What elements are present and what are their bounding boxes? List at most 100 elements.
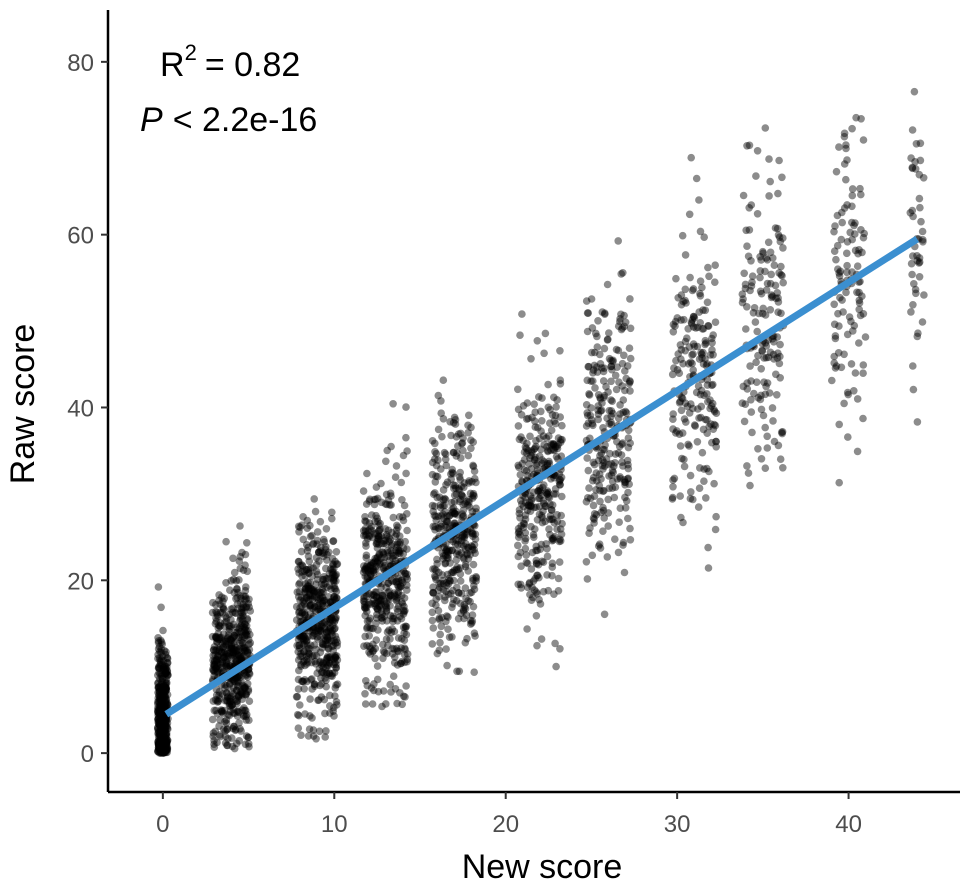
data-point xyxy=(757,391,765,400)
data-point xyxy=(375,526,384,535)
data-point xyxy=(428,599,437,608)
data-point xyxy=(537,635,546,643)
data-point xyxy=(763,444,772,452)
data-point xyxy=(371,602,380,610)
data-point xyxy=(385,534,393,542)
data-point xyxy=(774,308,782,317)
data-point xyxy=(439,486,448,494)
data-point xyxy=(450,413,459,422)
data-point xyxy=(162,668,170,677)
data-point xyxy=(323,633,332,641)
data-point xyxy=(739,382,748,391)
data-point xyxy=(451,510,459,518)
data-point xyxy=(382,604,391,612)
data-point xyxy=(303,641,312,650)
data-point xyxy=(394,574,403,583)
data-point xyxy=(543,460,552,468)
data-point xyxy=(228,645,236,653)
data-point xyxy=(219,605,228,613)
data-point xyxy=(588,419,597,428)
data-point xyxy=(617,325,626,334)
y-tick-label: 40 xyxy=(67,395,94,422)
data-point xyxy=(532,442,540,451)
data-point xyxy=(397,576,406,584)
data-point xyxy=(449,508,458,516)
data-point xyxy=(211,696,220,704)
data-point xyxy=(515,509,524,518)
data-point xyxy=(241,690,250,699)
data-point xyxy=(226,694,235,703)
data-point xyxy=(163,659,172,667)
data-point xyxy=(594,406,602,415)
data-point xyxy=(770,261,779,270)
data-point xyxy=(779,278,787,287)
data-point xyxy=(322,682,331,691)
data-point xyxy=(329,621,337,630)
data-point xyxy=(614,414,623,423)
data-point xyxy=(847,317,855,326)
data-point xyxy=(764,238,773,247)
data-point xyxy=(521,515,530,524)
data-point xyxy=(598,364,606,372)
data-point xyxy=(668,370,677,379)
data-point xyxy=(558,421,566,430)
data-point xyxy=(697,402,706,411)
data-point xyxy=(389,552,398,560)
data-point xyxy=(327,614,336,623)
data-point xyxy=(297,660,305,669)
data-point xyxy=(240,669,249,677)
data-point xyxy=(518,477,526,486)
data-point xyxy=(298,561,306,569)
data-point xyxy=(689,285,698,293)
data-point xyxy=(594,391,603,399)
data-point xyxy=(430,565,439,573)
data-point xyxy=(310,629,319,638)
data-point xyxy=(547,475,555,483)
data-point xyxy=(450,595,458,604)
data-point xyxy=(217,655,225,664)
data-point xyxy=(328,616,337,625)
data-point xyxy=(547,441,556,450)
data-point xyxy=(456,495,465,504)
data-point xyxy=(316,517,325,526)
data-point xyxy=(831,334,840,343)
data-point xyxy=(157,743,166,752)
data-point xyxy=(372,483,381,491)
data-point xyxy=(709,351,717,359)
data-point xyxy=(312,580,321,588)
data-point xyxy=(213,667,222,676)
data-point xyxy=(158,740,166,749)
data-point xyxy=(300,596,309,605)
data-point xyxy=(235,671,244,680)
data-point xyxy=(466,620,475,628)
data-point xyxy=(514,580,522,589)
data-point xyxy=(377,600,386,609)
data-point xyxy=(373,604,382,613)
data-point xyxy=(158,742,166,750)
data-point xyxy=(529,593,537,602)
data-point xyxy=(319,663,328,672)
data-point xyxy=(220,706,229,715)
data-point xyxy=(773,354,782,362)
data-point xyxy=(431,439,439,448)
data-point xyxy=(216,664,225,672)
data-point xyxy=(774,298,783,306)
data-point xyxy=(244,733,253,741)
data-point xyxy=(156,737,165,745)
data-point xyxy=(470,629,479,637)
data-point xyxy=(438,432,446,441)
data-point xyxy=(154,747,162,756)
data-point xyxy=(157,716,165,725)
data-point xyxy=(394,546,403,554)
data-point xyxy=(546,406,554,414)
data-point xyxy=(233,682,242,691)
data-point xyxy=(585,529,593,537)
data-point xyxy=(243,567,252,576)
data-point xyxy=(154,740,163,748)
data-point xyxy=(215,647,223,655)
data-point xyxy=(770,437,779,446)
data-point xyxy=(437,522,446,531)
data-point xyxy=(677,300,686,309)
data-point xyxy=(154,664,163,672)
data-point xyxy=(156,727,164,735)
